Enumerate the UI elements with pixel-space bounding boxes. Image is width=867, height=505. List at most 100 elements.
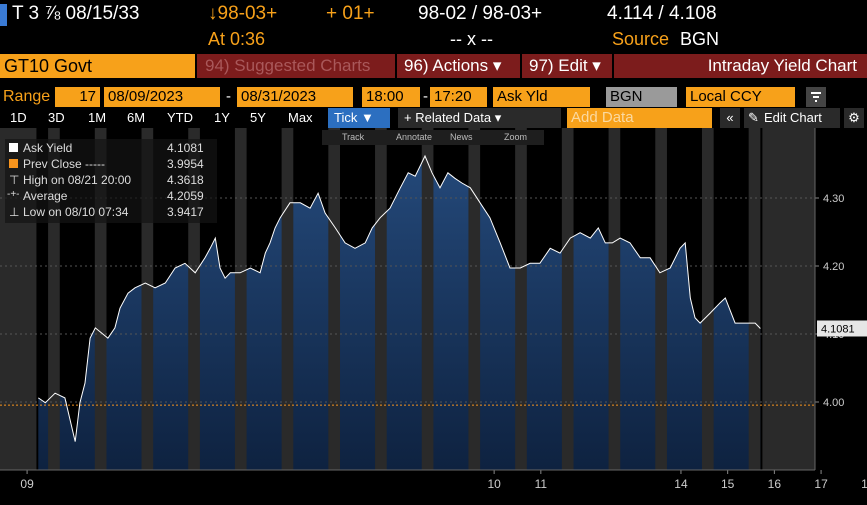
off-hours [655, 128, 667, 470]
currency-select[interactable]: Local CCY [686, 87, 795, 107]
end-date[interactable]: 08/31/2023 [237, 87, 353, 107]
last-value-tag [817, 320, 867, 337]
pencil-icon: ✎ [748, 110, 759, 125]
chart-tool[interactable]: Zoom [504, 132, 528, 142]
collapse-icon[interactable]: « [720, 108, 740, 128]
legend-label: High on 08/21 20:00 [23, 173, 132, 187]
range-label: Range [3, 88, 51, 105]
chart-tools: Track Annotate News Zoom [322, 130, 544, 145]
legend-value: 3.9954 [167, 157, 204, 171]
time: At 0:36 [208, 29, 266, 49]
off-hours [515, 128, 527, 470]
menu-bar [197, 54, 867, 78]
ticker-input[interactable]: GT10 Govt [0, 54, 195, 78]
off-hours [141, 128, 154, 470]
price: ↓98-03+ [208, 3, 278, 24]
off-hours [748, 128, 761, 470]
legend: Ask Yield 4.1081 Prev Close ----- 3.9954… [5, 139, 217, 223]
x-tick-label: 15 [721, 477, 735, 491]
legend-value: 4.2059 [167, 189, 204, 203]
separator [612, 54, 614, 78]
period-button[interactable]: 1M [88, 110, 107, 125]
area [38, 156, 761, 470]
period-button[interactable]: YTD [167, 110, 193, 125]
period-button[interactable]: 1Y [214, 110, 230, 125]
x-tick-label: 17 [814, 477, 828, 491]
period-button[interactable]: 6M [127, 110, 146, 125]
off-hours [701, 128, 714, 470]
legend-icon: ⊥ [9, 205, 20, 219]
off-hours [375, 128, 387, 470]
legend-label: Prev Close ----- [23, 157, 106, 171]
legend-value: 4.3618 [167, 173, 204, 187]
off-hours [188, 128, 200, 470]
edit-chart[interactable]: Edit Chart [744, 108, 840, 128]
change: + 01+ [326, 3, 375, 24]
off-hours [234, 128, 247, 470]
off-hours [468, 128, 481, 470]
legend-label: Average [23, 189, 68, 203]
date-sep: - [226, 88, 231, 105]
x-tick-label: 11 [535, 477, 548, 491]
edit-menu[interactable]: 97) Edit ▾ [529, 56, 601, 75]
off-hours [281, 128, 294, 470]
chart-tool[interactable]: News [450, 132, 473, 142]
off-hours [608, 128, 621, 470]
related-data[interactable]: + Related Data ▾ [398, 108, 561, 128]
end-time[interactable]: 17:20 [430, 87, 487, 107]
days-field[interactable]: 17 [55, 87, 100, 107]
x-tick-label: 18 [861, 477, 867, 491]
filter-icon[interactable] [806, 87, 826, 107]
line [38, 154, 761, 442]
off-hours [421, 128, 434, 470]
off-hours [48, 128, 60, 470]
function-title: Intraday Yield Chart [707, 56, 857, 75]
yields: 4.114 / 4.108 [607, 3, 717, 24]
x-tick-label: 10 [487, 477, 501, 491]
off-hours [328, 128, 341, 470]
suggested-charts[interactable]: 94) Suggested Charts [205, 56, 371, 75]
x-tick-label: 09 [20, 477, 34, 491]
period-button[interactable]: Max [288, 110, 313, 125]
last-value: 4.1081 [821, 323, 855, 335]
actions-menu[interactable]: 96) Actions ▾ [404, 56, 502, 75]
separator [395, 54, 397, 78]
pricing-source[interactable]: BGN [606, 87, 677, 107]
legend-icon: ⊤ [9, 173, 20, 187]
y-tick-label: 4.00 [823, 397, 844, 409]
start-time[interactable]: 18:00 [362, 87, 420, 107]
tick-button[interactable]: Tick ▼ [328, 108, 390, 128]
legend-value: 4.1081 [167, 141, 204, 155]
chart-tool[interactable]: Track [342, 132, 365, 142]
period-button[interactable]: 3D [48, 110, 65, 125]
add-data[interactable]: Add Data [567, 108, 712, 128]
source-label: Source [612, 29, 670, 49]
legend-swatch [9, 159, 18, 168]
legend-icon: -+- [7, 189, 20, 200]
field-select[interactable]: Ask Yld [493, 87, 590, 107]
legend-label: Low on 08/10 07:34 [23, 205, 129, 219]
x-tick-label: 14 [674, 477, 688, 491]
x-tick-label: 16 [768, 477, 782, 491]
period-button[interactable]: 1D [10, 110, 27, 125]
period-button[interactable]: 5Y [250, 110, 266, 125]
separator [520, 54, 522, 78]
source: BGN [680, 29, 720, 49]
start-date[interactable]: 08/09/2023 [104, 87, 220, 107]
settings-icon[interactable]: ⚙ [844, 108, 864, 128]
time-sep: - [423, 88, 428, 105]
legend-value: 3.9417 [167, 205, 204, 219]
chart-tool[interactable]: Annotate [396, 132, 433, 142]
off-hours [94, 128, 107, 470]
security: T 3 ⅞ 08/15/33 [12, 3, 140, 24]
bid-ask: 98-02 / 98-03+ [418, 3, 543, 24]
size: -- x -- [450, 29, 493, 49]
cursor [0, 4, 7, 26]
legend-label: Ask Yield [23, 141, 73, 155]
y-tick-label: 4.30 [823, 193, 844, 205]
legend-swatch [9, 143, 18, 152]
y-tick-label: 4.20 [823, 261, 844, 273]
off-hours [561, 128, 574, 470]
off-hours [762, 128, 815, 470]
